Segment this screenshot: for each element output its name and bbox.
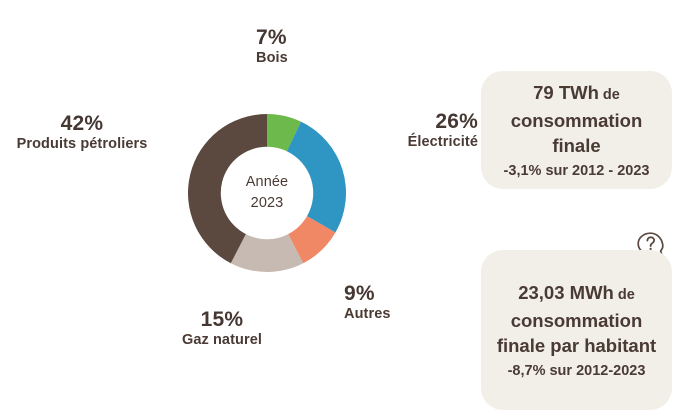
slice-pct-gaz-naturel: 15% — [200, 308, 244, 331]
stat-card-per-capita-headline-rest: consommation finale par habitant — [496, 309, 657, 356]
slice-name-produits-petroliers: Produits pétroliers — [16, 135, 148, 152]
donut-chart: Année 2023 — [187, 113, 347, 273]
stat-card-per-capita-headline: 23,03 MWh de consommation finale par hab… — [491, 280, 662, 358]
slice-label-produits-petroliers: 42% Produits pétroliers — [2, 112, 162, 152]
stat-card-total-consumption: 79 TWh de consommation finale -3,1% sur … — [481, 71, 672, 189]
donut-chart-svg — [187, 114, 346, 273]
slice-name-autres: Autres — [344, 305, 391, 322]
slice-label-gaz-naturel: 15% Gaz naturel — [122, 308, 322, 348]
stat-card-total-headline-rest: consommation finale — [510, 109, 643, 156]
slice-label-autres: 9% Autres — [344, 282, 464, 322]
donut-slice-lectricit[interactable] — [286, 121, 346, 233]
slice-name-bois: Bois — [256, 49, 288, 66]
infographic-root: Année 2023 7% Bois 26% Électricité 9% Au… — [2, 26, 672, 410]
slice-label-electricite: 26% Électricité — [318, 110, 478, 150]
donut-slice-gaz-naturel[interactable] — [230, 234, 304, 273]
slice-pct-autres: 9% — [344, 282, 375, 305]
donut-slice-autres[interactable] — [288, 216, 336, 264]
stat-card-per-capita-unit-suffix: de — [613, 286, 635, 303]
slice-label-bois: 7% Bois — [256, 26, 376, 66]
stat-card-per-capita-value: 23,03 MWh — [518, 281, 614, 303]
stat-card-per-capita-consumption: 23,03 MWh de consommation finale par hab… — [481, 250, 672, 410]
slice-name-gaz-naturel: Gaz naturel — [181, 331, 263, 348]
donut-slice-produits-p-troliers[interactable] — [187, 114, 267, 264]
stat-card-per-capita-trend: -8,7% sur 2012-2023 — [507, 362, 646, 379]
stat-card-total-unit-suffix: de — [598, 86, 620, 103]
donut-slice-bois[interactable] — [267, 114, 301, 152]
slice-pct-bois: 7% — [256, 26, 287, 49]
slice-pct-electricite: 26% — [435, 110, 478, 133]
stat-card-total-value: 79 TWh — [533, 81, 599, 103]
slice-pct-produits-petroliers: 42% — [60, 112, 104, 135]
donut-slice-group — [187, 114, 346, 273]
slice-name-electricite: Électricité — [407, 133, 478, 150]
stat-card-total-trend: -3,1% sur 2012 - 2023 — [503, 162, 650, 179]
stat-card-total-headline: 79 TWh de consommation finale — [491, 80, 662, 158]
